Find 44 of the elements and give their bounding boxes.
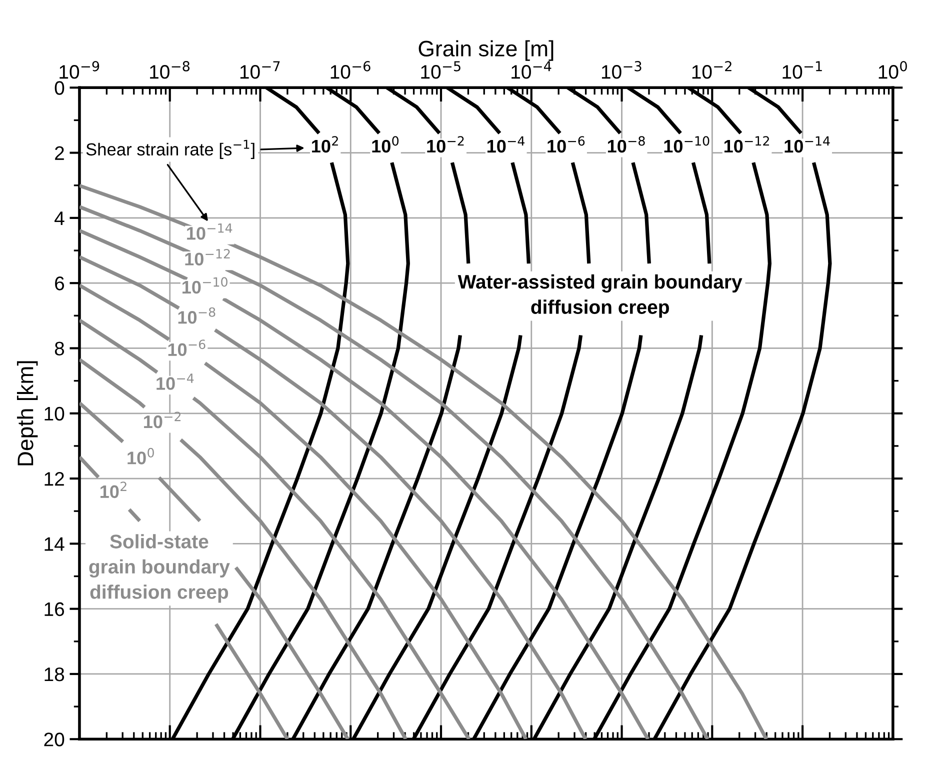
x-tick-label: 10$^{−3}$ [602, 61, 642, 79]
series-label: 10$^{−12}$ [724, 136, 769, 153]
series-label: 10$^{−10}$ [664, 136, 710, 153]
series-label: 10$^{−6}$ [168, 340, 206, 356]
series-label: 10$^{−14}$ [784, 136, 830, 153]
series-label: 10$^{−10}$ [182, 277, 228, 294]
x-tick-label: 10$^{−4}$ [512, 61, 552, 79]
y-tick-label: 20 [44, 732, 64, 746]
y-tick-label: 6 [55, 276, 64, 290]
y-tick-label: 0 [54, 81, 64, 95]
y-tick-label: 10 [44, 406, 64, 421]
x-tick-label: 10$^{−2}$ [692, 61, 732, 79]
series-label: 10$^{−6}$ [548, 136, 585, 153]
series-label: 10$^{−8}$ [178, 307, 216, 324]
series-label: 10$^{0}$ [372, 136, 399, 153]
y-tick-label: 18 [44, 667, 64, 682]
x-tick-label: 10$^{0}$ [878, 61, 907, 79]
x-tick-label: 10$^{−9}$ [60, 61, 100, 79]
series-label: 10$^{−14}$ [187, 223, 232, 240]
legend-label: 10$^{2}$ [312, 136, 338, 153]
annotation: Solid-state grain boundary diffusion creep [89, 534, 230, 603]
y-tick-label: 2 [55, 146, 64, 160]
x-tick-label: 10$^{−5}$ [421, 61, 460, 79]
series-label: 10$^{0}$ [128, 448, 154, 464]
y-axis-title: Depth [km] [16, 361, 38, 466]
x-tick-label: 10$^{−6}$ [330, 61, 370, 79]
series-label: 10$^{−2}$ [144, 412, 181, 428]
y-tick-label: 8 [54, 342, 64, 356]
series-label: 10$^{2}$ [100, 482, 126, 498]
annotation: Water-assisted grain boundary diffusion creep [458, 274, 742, 318]
series-label: 10$^{−12}$ [185, 249, 230, 266]
x-tick-label: 10$^{−8}$ [150, 61, 190, 79]
y-tick-label: 14 [44, 537, 64, 551]
y-tick-label: 4 [54, 212, 64, 225]
x-tick-label: 10$^{−1}$ [782, 61, 822, 79]
series-label: 10$^{−4}$ [156, 374, 194, 390]
series-label: 10$^{−2}$ [427, 136, 464, 153]
series-label: 10$^{−4}$ [487, 136, 525, 153]
y-tick-label: 16 [44, 602, 64, 616]
annotation: Shear strain rate [s$^{−1}$] [86, 140, 254, 159]
x-tick-label: 10$^{−7}$ [240, 61, 280, 79]
x-axis-title: Grain size [m] [418, 40, 554, 61]
y-tick-label: 12 [44, 472, 64, 486]
series-label: 10$^{−8}$ [608, 136, 645, 153]
